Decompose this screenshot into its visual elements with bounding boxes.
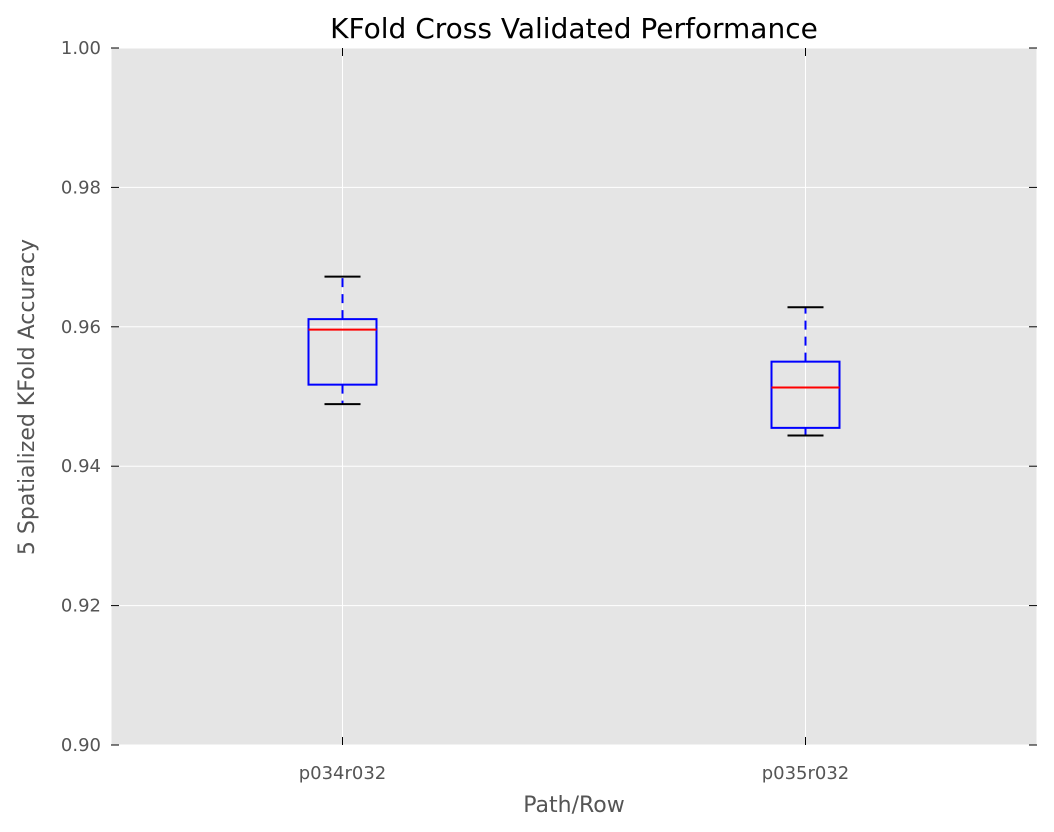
- plot-area: [111, 48, 1037, 745]
- x-axis-label: Path/Row: [523, 793, 625, 818]
- y-tick-label: 0.92: [61, 596, 101, 617]
- y-tick-label: 0.96: [61, 317, 101, 338]
- x-tick-label: p035r032: [762, 763, 850, 784]
- iqr-box: [307, 318, 378, 386]
- x-axis-ticks: p034r032 p035r032: [299, 48, 850, 784]
- chart-title: KFold Cross Validated Performance: [330, 12, 818, 45]
- y-tick-label: 0.94: [61, 456, 101, 477]
- iqr-box: [770, 360, 841, 429]
- y-axis-label: 5 Spatialized KFold Accuracy: [15, 239, 40, 555]
- box-p034r032: [307, 275, 378, 406]
- y-tick-label: 0.98: [61, 177, 101, 198]
- axes-border: [110, 47, 1038, 746]
- axes-frame: [110, 47, 1038, 746]
- boxes: [307, 275, 841, 437]
- y-tick-label: 1.00: [61, 38, 101, 59]
- y-axis-ticks: 0.90 0.92 0.94 0.96 0.98 1.00: [61, 38, 1037, 756]
- x-tick-label: p034r032: [299, 763, 387, 784]
- box-p035r032: [770, 306, 841, 437]
- y-tick-label: 0.90: [61, 735, 101, 756]
